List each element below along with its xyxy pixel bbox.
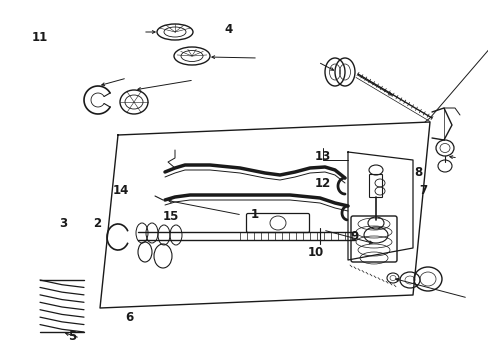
Text: 12: 12 [314, 177, 330, 190]
Text: 4: 4 [224, 23, 232, 36]
Text: 6: 6 [125, 311, 133, 324]
Text: 13: 13 [314, 150, 330, 163]
Text: 5: 5 [68, 330, 76, 343]
Text: 1: 1 [250, 208, 258, 221]
Text: 9: 9 [350, 230, 358, 243]
Text: 2: 2 [93, 217, 101, 230]
Text: 15: 15 [163, 210, 179, 222]
Text: 14: 14 [113, 184, 129, 197]
Text: 10: 10 [306, 246, 323, 258]
Text: 7: 7 [418, 184, 426, 197]
Text: 3: 3 [60, 217, 67, 230]
Text: 8: 8 [414, 166, 422, 179]
Text: 11: 11 [32, 31, 48, 44]
